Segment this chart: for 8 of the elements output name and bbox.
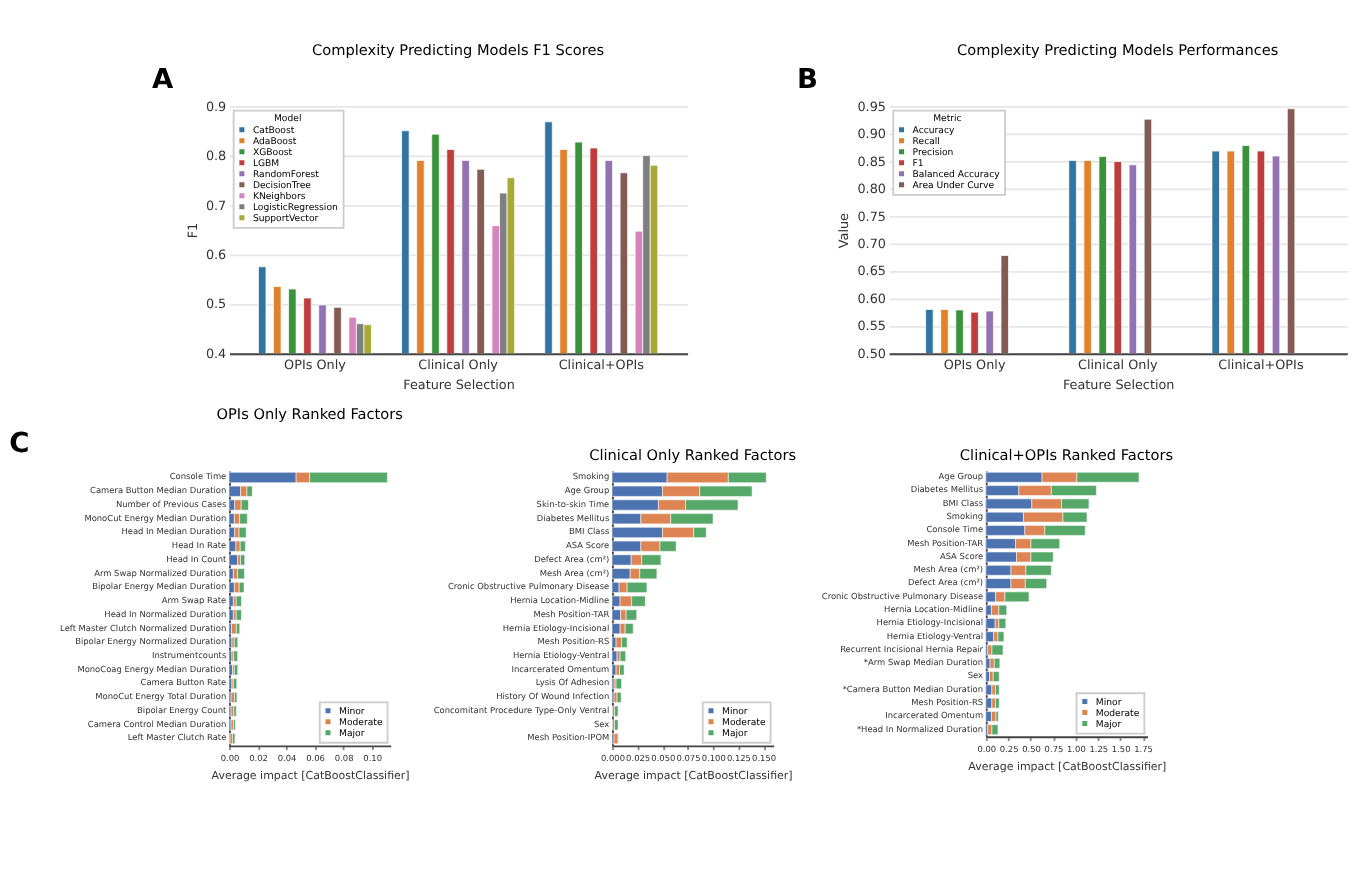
text: B bbox=[797, 63, 819, 96]
text: C bbox=[9, 428, 30, 461]
text: A bbox=[152, 63, 175, 96]
chart-title: OPIs Only Ranked Factors bbox=[216, 405, 404, 424]
chart-title: Clinical Only Ranked Factors bbox=[589, 445, 797, 464]
chart-title: Complexity Predicting Models F1 Scores bbox=[312, 40, 605, 59]
chart-title: Complexity Predicting Models Performances bbox=[957, 40, 1279, 59]
chart-title: Clinical+OPIs Ranked Factors bbox=[959, 445, 1174, 464]
